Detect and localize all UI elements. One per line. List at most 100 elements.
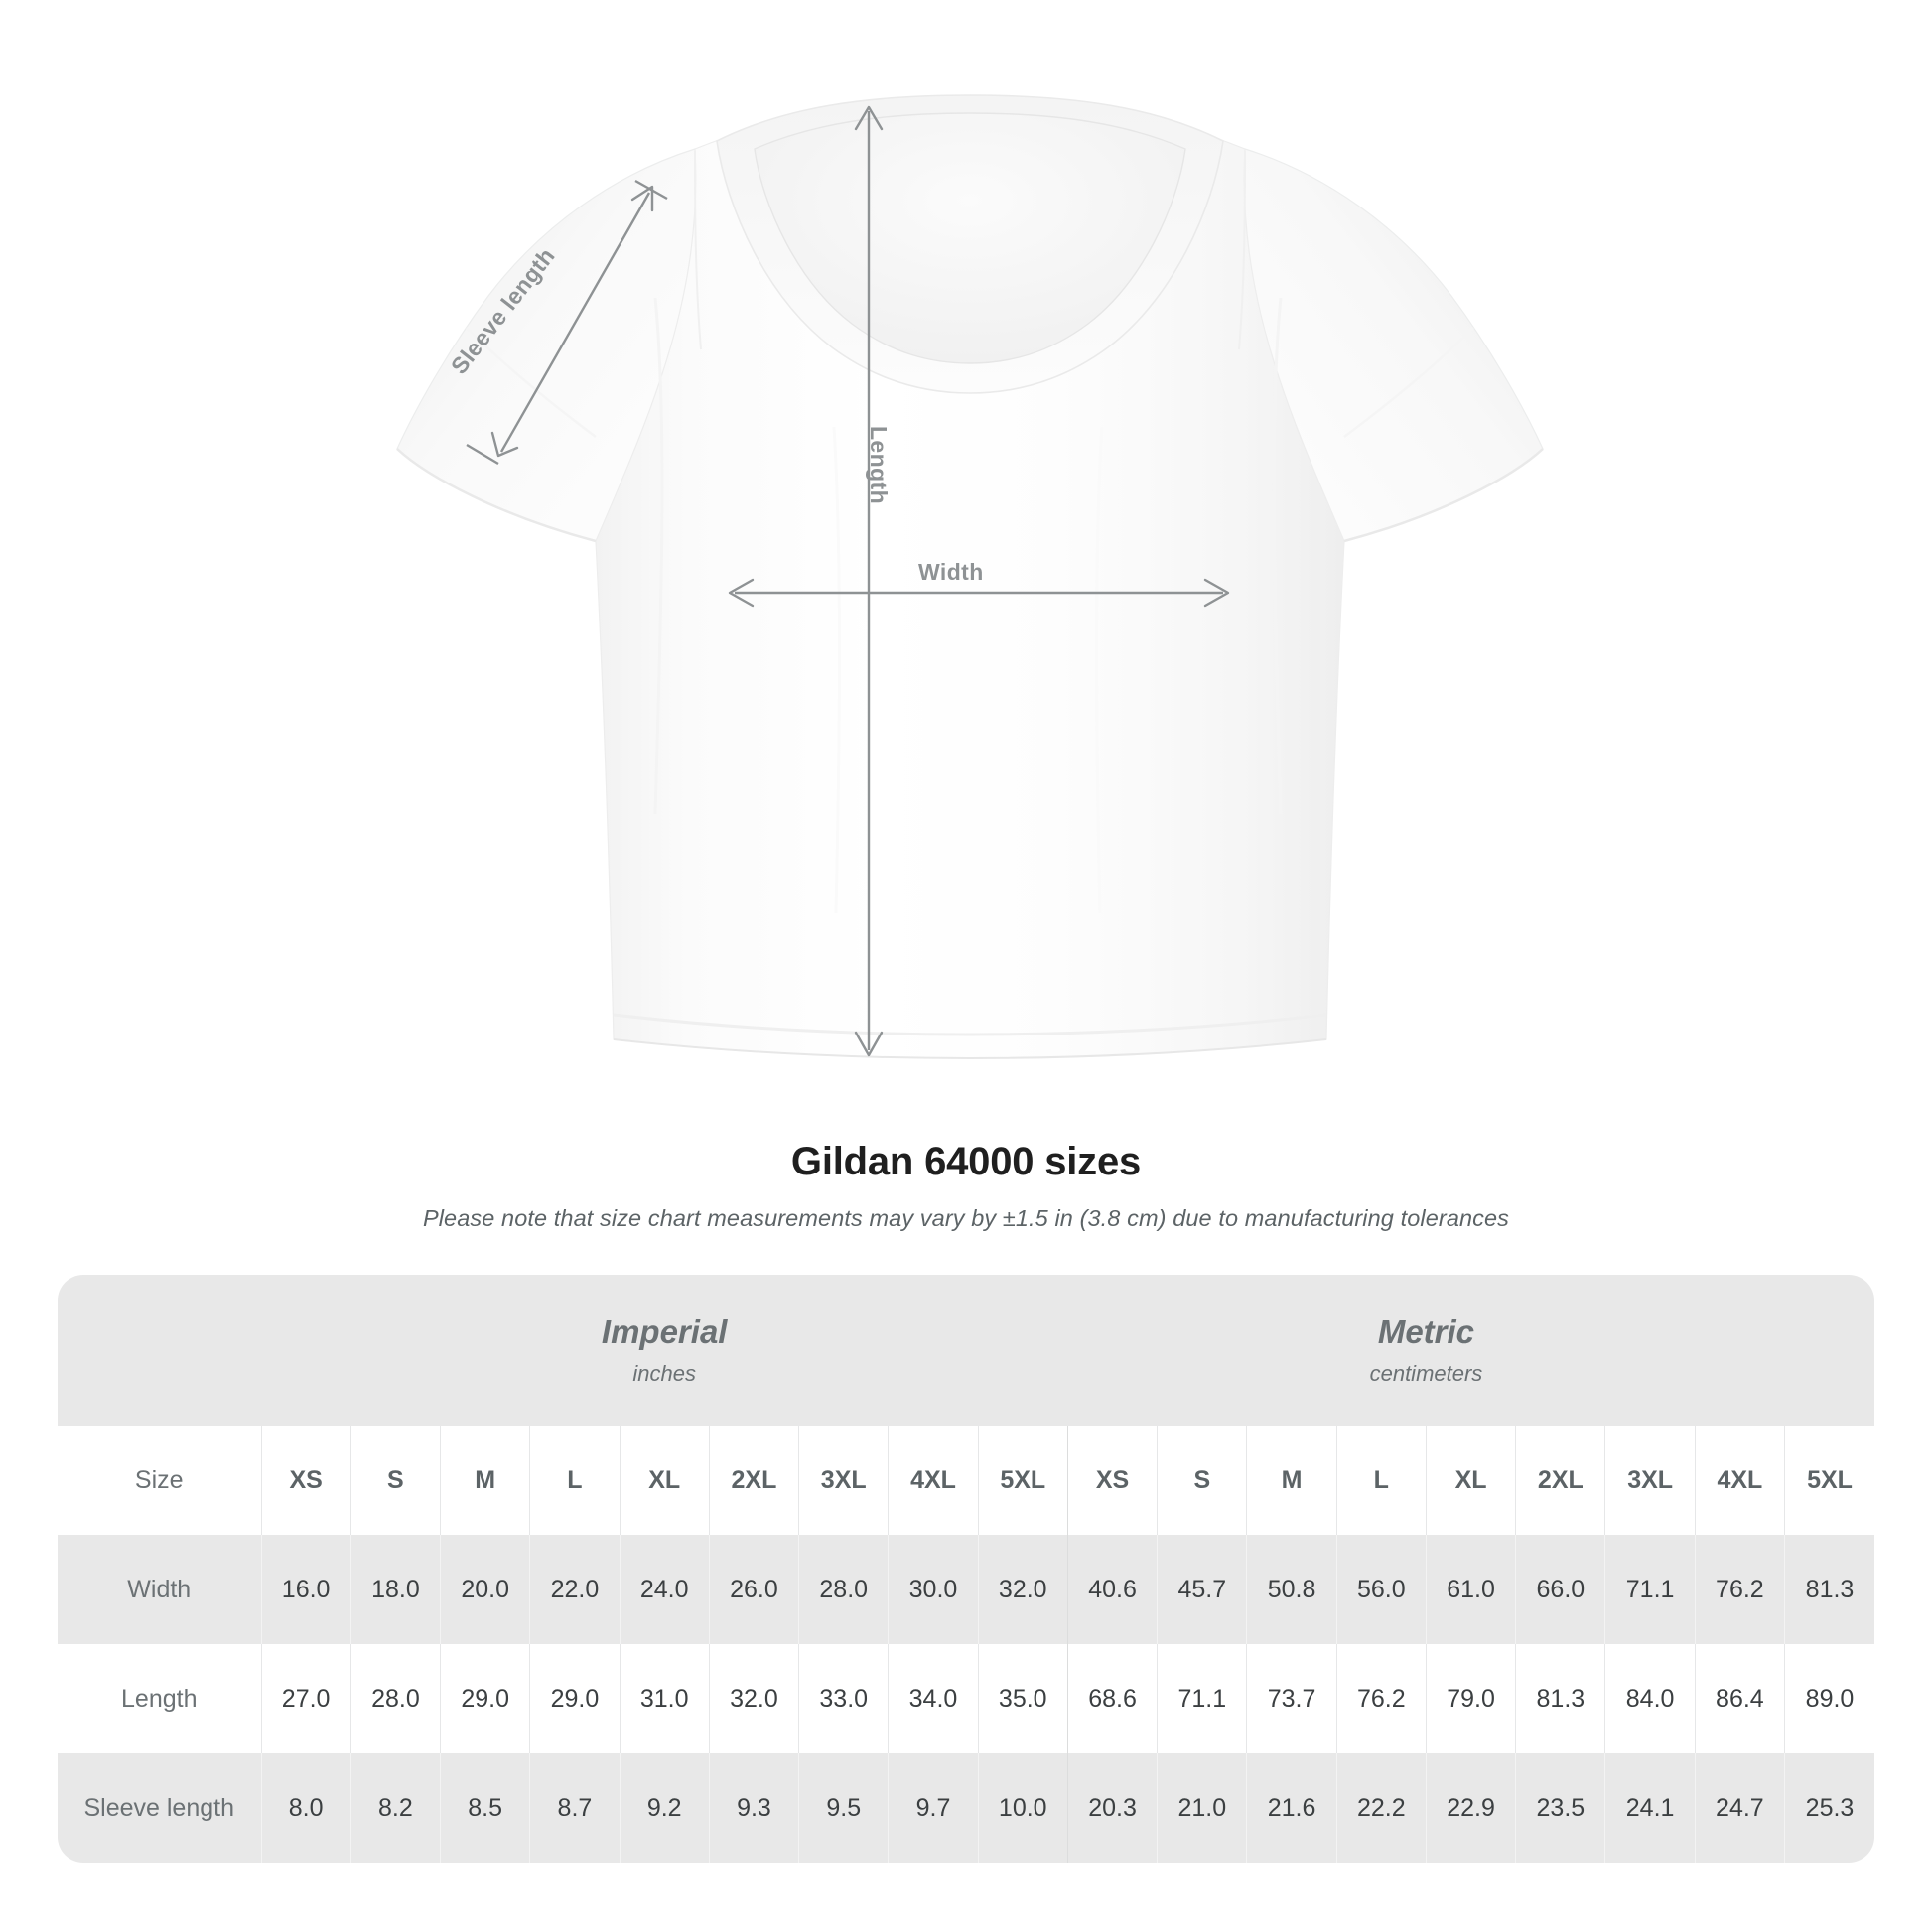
- value-cell: 23.5: [1515, 1753, 1605, 1863]
- value-cell: 32.0: [977, 1535, 1068, 1644]
- size-cell: XS: [260, 1426, 351, 1535]
- value-cell: 9.5: [798, 1753, 889, 1863]
- value-cell: 24.1: [1604, 1753, 1696, 1863]
- length-arrow-head-bottom: [854, 1031, 884, 1057]
- row-label-size: Size: [58, 1426, 261, 1535]
- value-cell: 22.2: [1335, 1753, 1427, 1863]
- value-cell: 21.6: [1246, 1753, 1337, 1863]
- measurement-arrows: [466, 105, 1230, 1057]
- tshirt-illustration: [396, 94, 1544, 1060]
- value-cell: 18.0: [349, 1535, 441, 1644]
- table-row-length: Length 27.0 28.0 29.0 29.0 31.0 32.0 33.…: [58, 1644, 1874, 1753]
- length-dimension-label: Length: [866, 425, 893, 505]
- value-cell: 9.2: [619, 1753, 710, 1863]
- unit-header-filler: [1784, 1275, 1874, 1426]
- value-cell: 79.0: [1425, 1644, 1516, 1753]
- value-cell: 81.3: [1515, 1644, 1605, 1753]
- size-cell: 4XL: [1694, 1426, 1785, 1535]
- row-label-length: Length: [58, 1644, 261, 1753]
- value-cell: 81.3: [1784, 1535, 1874, 1644]
- size-cell: S: [1157, 1426, 1247, 1535]
- sleeve-arrow-head-bottom: [490, 431, 519, 458]
- sleeve-arrow-head-top: [630, 185, 654, 212]
- size-cell: XL: [1425, 1426, 1516, 1535]
- value-cell: 66.0: [1515, 1535, 1605, 1644]
- width-arrow-head-right: [1203, 578, 1230, 608]
- value-cell: 50.8: [1246, 1535, 1337, 1644]
- value-cell: 89.0: [1784, 1644, 1874, 1753]
- unit-header-spacer: [58, 1275, 261, 1426]
- table-row-sleeve-length: Sleeve length 8.0 8.2 8.5 8.7 9.2 9.3 9.…: [58, 1753, 1874, 1863]
- size-cell: M: [440, 1426, 530, 1535]
- value-cell: 9.3: [708, 1753, 799, 1863]
- tolerance-note: Please note that size chart measurements…: [422, 1205, 1510, 1231]
- value-cell: 71.1: [1157, 1644, 1247, 1753]
- size-cell: 3XL: [1604, 1426, 1696, 1535]
- value-cell: 8.0: [260, 1753, 351, 1863]
- length-arrow-head-top: [854, 105, 884, 131]
- unit-group-metric-name: Metric: [1377, 1313, 1475, 1351]
- value-cell: 27.0: [260, 1644, 351, 1753]
- unit-group-metric-unit: centimeters: [1369, 1360, 1483, 1386]
- value-cell: 35.0: [977, 1644, 1068, 1753]
- value-cell: 22.0: [529, 1535, 621, 1644]
- value-cell: 8.2: [349, 1753, 441, 1863]
- value-cell: 32.0: [708, 1644, 799, 1753]
- value-cell: 29.0: [529, 1644, 621, 1753]
- size-cell: 4XL: [888, 1426, 979, 1535]
- unit-group-imperial: Imperial inches: [261, 1275, 1068, 1426]
- value-cell: 86.4: [1694, 1644, 1785, 1753]
- value-cell: 73.7: [1246, 1644, 1337, 1753]
- value-cell: 40.6: [1066, 1535, 1158, 1644]
- size-cell: 2XL: [1515, 1426, 1605, 1535]
- unit-group-metric: Metric centimeters: [1067, 1275, 1785, 1426]
- value-cell: 24.0: [619, 1535, 710, 1644]
- value-cell: 56.0: [1335, 1535, 1427, 1644]
- value-cell: 24.7: [1694, 1753, 1785, 1863]
- row-label-sleeve-length: Sleeve length: [58, 1753, 261, 1863]
- value-cell: 61.0: [1425, 1535, 1516, 1644]
- sleeve-arrow-line: [499, 192, 651, 453]
- value-cell: 25.3: [1784, 1753, 1874, 1863]
- value-cell: 30.0: [888, 1535, 979, 1644]
- sleeve-tick-top: [634, 179, 668, 201]
- size-chart-table: Imperial inches Metric centimeters Size …: [58, 1275, 1874, 1863]
- size-chart-table-wrapper: Imperial inches Metric centimeters Size …: [58, 1275, 1874, 1863]
- value-cell: 29.0: [440, 1644, 530, 1753]
- value-cell: 76.2: [1694, 1535, 1785, 1644]
- size-cell: 5XL: [1784, 1426, 1874, 1535]
- size-cell: 3XL: [798, 1426, 889, 1535]
- table-row-size: Size XS S M L XL 2XL 3XL 4XL 5XL XS S M …: [58, 1426, 1874, 1535]
- size-cell: M: [1246, 1426, 1337, 1535]
- size-cell: L: [1335, 1426, 1427, 1535]
- value-cell: 68.6: [1066, 1644, 1158, 1753]
- value-cell: 28.0: [349, 1644, 441, 1753]
- table-row-width: Width 16.0 18.0 20.0 22.0 24.0 26.0 28.0…: [58, 1535, 1874, 1644]
- size-cell: S: [349, 1426, 441, 1535]
- value-cell: 33.0: [798, 1644, 889, 1753]
- value-cell: 20.0: [440, 1535, 530, 1644]
- value-cell: 31.0: [619, 1644, 710, 1753]
- size-cell: XL: [619, 1426, 710, 1535]
- value-cell: 45.7: [1157, 1535, 1247, 1644]
- size-cell: XS: [1066, 1426, 1158, 1535]
- value-cell: 22.9: [1425, 1753, 1516, 1863]
- row-label-width: Width: [58, 1535, 261, 1644]
- value-cell: 34.0: [888, 1644, 979, 1753]
- title-block: Gildan 64000 sizes Please note that size…: [0, 1140, 1932, 1232]
- size-cell: 2XL: [708, 1426, 799, 1535]
- unit-group-imperial-unit: inches: [632, 1360, 696, 1386]
- value-cell: 8.7: [529, 1753, 621, 1863]
- value-cell: 9.7: [888, 1753, 979, 1863]
- value-cell: 71.1: [1604, 1535, 1696, 1644]
- value-cell: 16.0: [260, 1535, 351, 1644]
- value-cell: 26.0: [708, 1535, 799, 1644]
- value-cell: 20.3: [1066, 1753, 1158, 1863]
- width-arrow-head-left: [728, 578, 755, 608]
- value-cell: 10.0: [977, 1753, 1068, 1863]
- value-cell: 8.5: [440, 1753, 530, 1863]
- unit-group-imperial-name: Imperial: [601, 1313, 728, 1351]
- value-cell: 84.0: [1604, 1644, 1696, 1753]
- size-cell: L: [529, 1426, 621, 1535]
